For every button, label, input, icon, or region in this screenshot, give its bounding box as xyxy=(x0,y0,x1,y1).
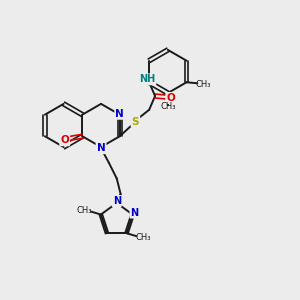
Text: O: O xyxy=(60,135,69,145)
Text: CH₃: CH₃ xyxy=(160,102,176,111)
Text: N: N xyxy=(113,196,121,206)
Text: N: N xyxy=(97,143,105,153)
Text: CH₃: CH₃ xyxy=(76,206,92,215)
Text: O: O xyxy=(167,93,175,103)
Text: NH: NH xyxy=(139,74,155,84)
Text: CH₃: CH₃ xyxy=(196,80,211,89)
Text: CH₃: CH₃ xyxy=(136,232,151,242)
Text: N: N xyxy=(130,208,139,218)
Text: S: S xyxy=(132,116,139,127)
Text: N: N xyxy=(116,109,124,119)
